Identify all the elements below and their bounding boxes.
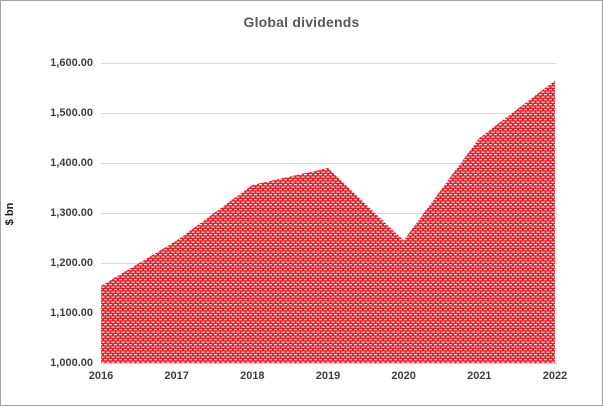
x-tick-label: 2022 <box>542 370 568 382</box>
x-tick-label: 2020 <box>391 370 416 382</box>
y-tick-label: 1,500.00 <box>50 107 93 119</box>
x-tick-label: 2021 <box>467 370 492 382</box>
y-tick-label: 1,600.00 <box>50 57 93 69</box>
chart-title: Global dividends <box>243 14 360 30</box>
x-tick-label: 2019 <box>315 370 341 382</box>
y-tick-label: 1,300.00 <box>50 207 93 219</box>
y-tick-label: 1,100.00 <box>50 307 93 319</box>
x-tick-label: 2016 <box>88 370 114 382</box>
x-tick-label: 2018 <box>240 370 265 382</box>
x-tick-label: 2017 <box>164 370 189 382</box>
y-axis-title: $ bn <box>4 202 16 226</box>
y-tick-label: 1,000.00 <box>50 357 93 369</box>
y-tick-label: 1,400.00 <box>50 157 93 169</box>
y-tick-label: 1,200.00 <box>50 257 93 269</box>
area-series <box>101 80 555 363</box>
